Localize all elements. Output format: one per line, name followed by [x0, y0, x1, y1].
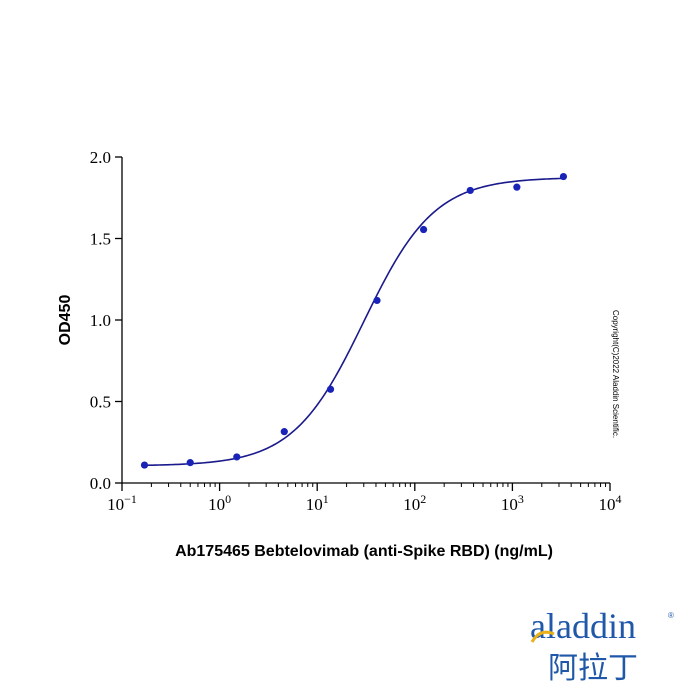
- x-axis-ticks: 10−1 100 101 102 103 104: [107, 483, 622, 514]
- x-tick-exponent: 0: [225, 492, 231, 506]
- data-point: [419, 225, 428, 234]
- data-point: [466, 186, 474, 195]
- data-point: [326, 385, 335, 393]
- data-point: [280, 428, 288, 436]
- aladdin-logo: aladdin ® 阿拉丁: [530, 606, 674, 686]
- aladdin-logo-swoosh: [530, 630, 555, 643]
- y-tick-label: 1.0: [90, 311, 111, 330]
- x-tick-label: 104: [599, 492, 622, 514]
- y-tick-label: 0.0: [90, 474, 111, 493]
- fit-curve: [144, 177, 564, 467]
- data-point: [140, 461, 149, 469]
- data-point: [373, 296, 381, 305]
- x-tick-exponent: 3: [518, 492, 524, 506]
- aladdin-logo-wordmark: aladdin: [530, 606, 636, 646]
- x-tick-label: 100: [208, 492, 231, 514]
- y-tick-label: 1.5: [90, 230, 111, 249]
- data-point: [186, 459, 194, 467]
- x-tick-label: 102: [403, 492, 426, 514]
- x-tick-label: 10−1: [107, 492, 137, 514]
- x-tick-exponent: −1: [124, 492, 137, 506]
- x-tick-label: 103: [501, 492, 524, 514]
- aladdin-logo-chinese: 阿拉丁: [548, 651, 638, 686]
- axes: [121, 157, 610, 484]
- aladdin-logo-registered: ®: [668, 611, 674, 620]
- data-point: [559, 172, 568, 181]
- x-tick-exponent: 4: [616, 492, 622, 506]
- y-axis-ticks: 0.0 0.5 1.0 1.5 2.0: [90, 148, 122, 493]
- copyright-notice: Copyright(C)2022 Aladdin Scientific.: [611, 310, 620, 438]
- data-point: [513, 183, 521, 191]
- x-tick-exponent: 1: [323, 492, 329, 506]
- x-axis-title: Ab175465 Bebtelovimab (anti-Spike RBD) (…: [175, 543, 553, 560]
- x-tick-label: 101: [306, 492, 329, 514]
- x-tick-exponent: 2: [420, 492, 426, 506]
- data-points: [140, 172, 568, 469]
- y-axis-title: OD450: [57, 295, 74, 346]
- y-tick-label: 2.0: [90, 148, 111, 167]
- data-point: [233, 453, 241, 461]
- y-tick-label: 0.5: [90, 393, 111, 412]
